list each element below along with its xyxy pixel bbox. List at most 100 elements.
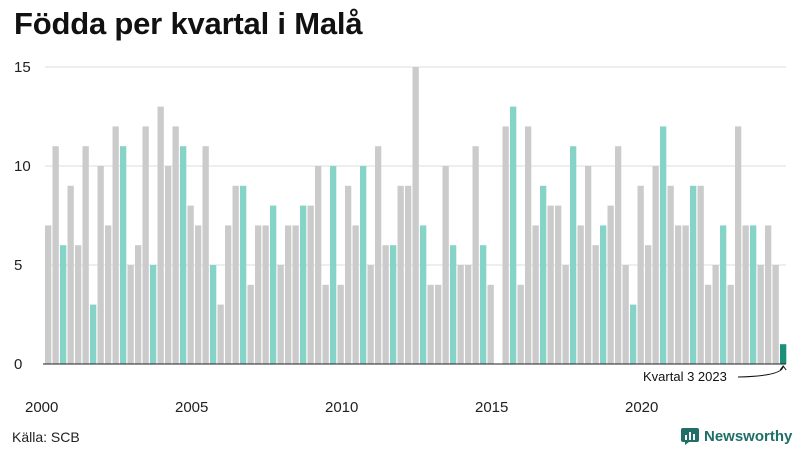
bar: [532, 225, 539, 364]
bar: [750, 225, 757, 364]
bar: [510, 106, 517, 364]
bar: [480, 245, 487, 364]
x-tick-label: 2020: [625, 399, 658, 416]
bar: [352, 225, 359, 364]
latest-annotation: Kvartal 3 2023: [643, 365, 787, 384]
bar: [735, 126, 742, 365]
bar: [667, 185, 674, 364]
bar: [442, 166, 449, 364]
bar: [540, 185, 547, 364]
bar: [277, 265, 284, 364]
bar: [615, 146, 622, 364]
brand-name: Newsworthy: [704, 427, 793, 445]
bar: [525, 126, 532, 365]
bar: [270, 205, 277, 364]
bar: [450, 245, 457, 364]
x-tick-label: 2005: [175, 399, 208, 416]
bar: [262, 225, 269, 364]
bar: [487, 284, 494, 364]
y-tick-label: 0: [14, 356, 22, 373]
bar: [165, 166, 172, 364]
bar: [675, 225, 682, 364]
bar: [360, 166, 367, 364]
bar: [517, 284, 524, 364]
y-tick-label: 5: [14, 257, 22, 274]
bar: [75, 245, 82, 364]
bar: [45, 225, 52, 364]
bar: [607, 205, 614, 364]
bar: [367, 265, 374, 364]
bar: [585, 166, 592, 364]
bar: [765, 225, 772, 364]
bar: [255, 225, 262, 364]
brand-logo[interactable]: Newsworthy: [680, 426, 792, 446]
bar: [472, 146, 479, 364]
bar: [322, 284, 329, 364]
bar: [547, 205, 554, 364]
annotation-label: Kvartal 3 2023: [643, 369, 727, 384]
bar: [187, 205, 194, 364]
bar: [330, 166, 337, 364]
bar: [285, 225, 292, 364]
annotation-arrow: [737, 365, 787, 378]
bar: [142, 126, 149, 365]
bar: [600, 225, 607, 364]
bar: [682, 225, 689, 364]
bar: [570, 146, 577, 364]
bar: [112, 126, 119, 365]
bar: [780, 344, 787, 364]
bar: [660, 126, 667, 365]
y-tick-label: 10: [14, 158, 31, 175]
bar: [630, 304, 637, 364]
bar: [637, 185, 644, 364]
chart-title: Födda per kvartal i Malå: [14, 6, 363, 41]
bar: [105, 225, 112, 364]
bar: [210, 265, 217, 364]
bars: [45, 67, 787, 365]
bar: [240, 185, 247, 364]
bar: [592, 245, 599, 364]
bar: [300, 205, 307, 364]
bar: [157, 106, 164, 364]
bar: [67, 185, 74, 364]
bar: [382, 245, 389, 364]
bar: [150, 265, 157, 364]
bar: [217, 304, 224, 364]
bar: [720, 225, 727, 364]
bar: [345, 185, 352, 364]
bar: [697, 185, 704, 364]
bar: [772, 265, 779, 364]
bar: [562, 265, 569, 364]
bar: [232, 185, 239, 364]
x-axis-ticks: 2000 2005 2010 2015 2020: [25, 399, 658, 416]
bar: [435, 284, 442, 364]
bar: [705, 284, 712, 364]
bar: [127, 265, 134, 364]
bar: [690, 185, 697, 364]
bar: [195, 225, 202, 364]
bar: [555, 205, 562, 364]
bar: [420, 225, 427, 364]
y-tick-label: 15: [14, 59, 31, 76]
bar: [90, 304, 97, 364]
bar: [622, 265, 629, 364]
bar: [712, 265, 719, 364]
bar: [180, 146, 187, 364]
x-tick-label: 2000: [25, 399, 58, 416]
bar: [465, 265, 472, 364]
newsworthy-logo-icon: [681, 428, 699, 445]
bar: [337, 284, 344, 364]
bar: [97, 166, 104, 364]
bar: [390, 245, 397, 364]
bar: [502, 126, 509, 365]
bar: [135, 245, 142, 364]
bar: [427, 284, 434, 364]
x-tick-label: 2010: [325, 399, 358, 416]
x-tick-label: 2015: [475, 399, 508, 416]
bar: [757, 265, 764, 364]
bar: [645, 245, 652, 364]
bar: [292, 225, 299, 364]
bar: [577, 225, 584, 364]
bar: [315, 166, 322, 364]
